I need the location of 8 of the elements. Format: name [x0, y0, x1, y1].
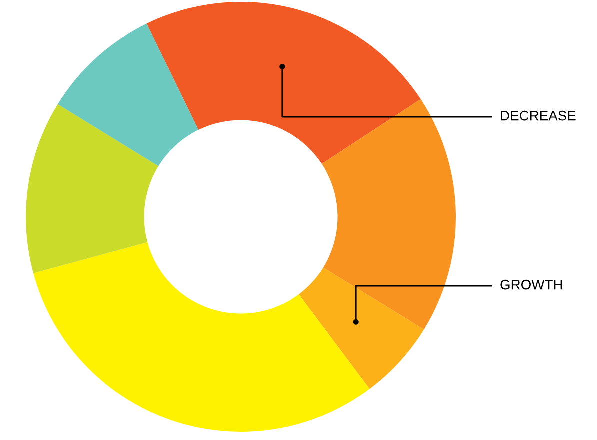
- donut-slice: [58, 24, 199, 166]
- slice-label: GROWTH: [500, 280, 562, 290]
- donut-slice: [26, 104, 159, 274]
- donut-slice: [322, 99, 456, 330]
- donut-slice: [146, 2, 421, 164]
- slice-label: DECREASE: [501, 110, 576, 121]
- donut-slice: [34, 242, 370, 432]
- donut-slice: [298, 268, 424, 390]
